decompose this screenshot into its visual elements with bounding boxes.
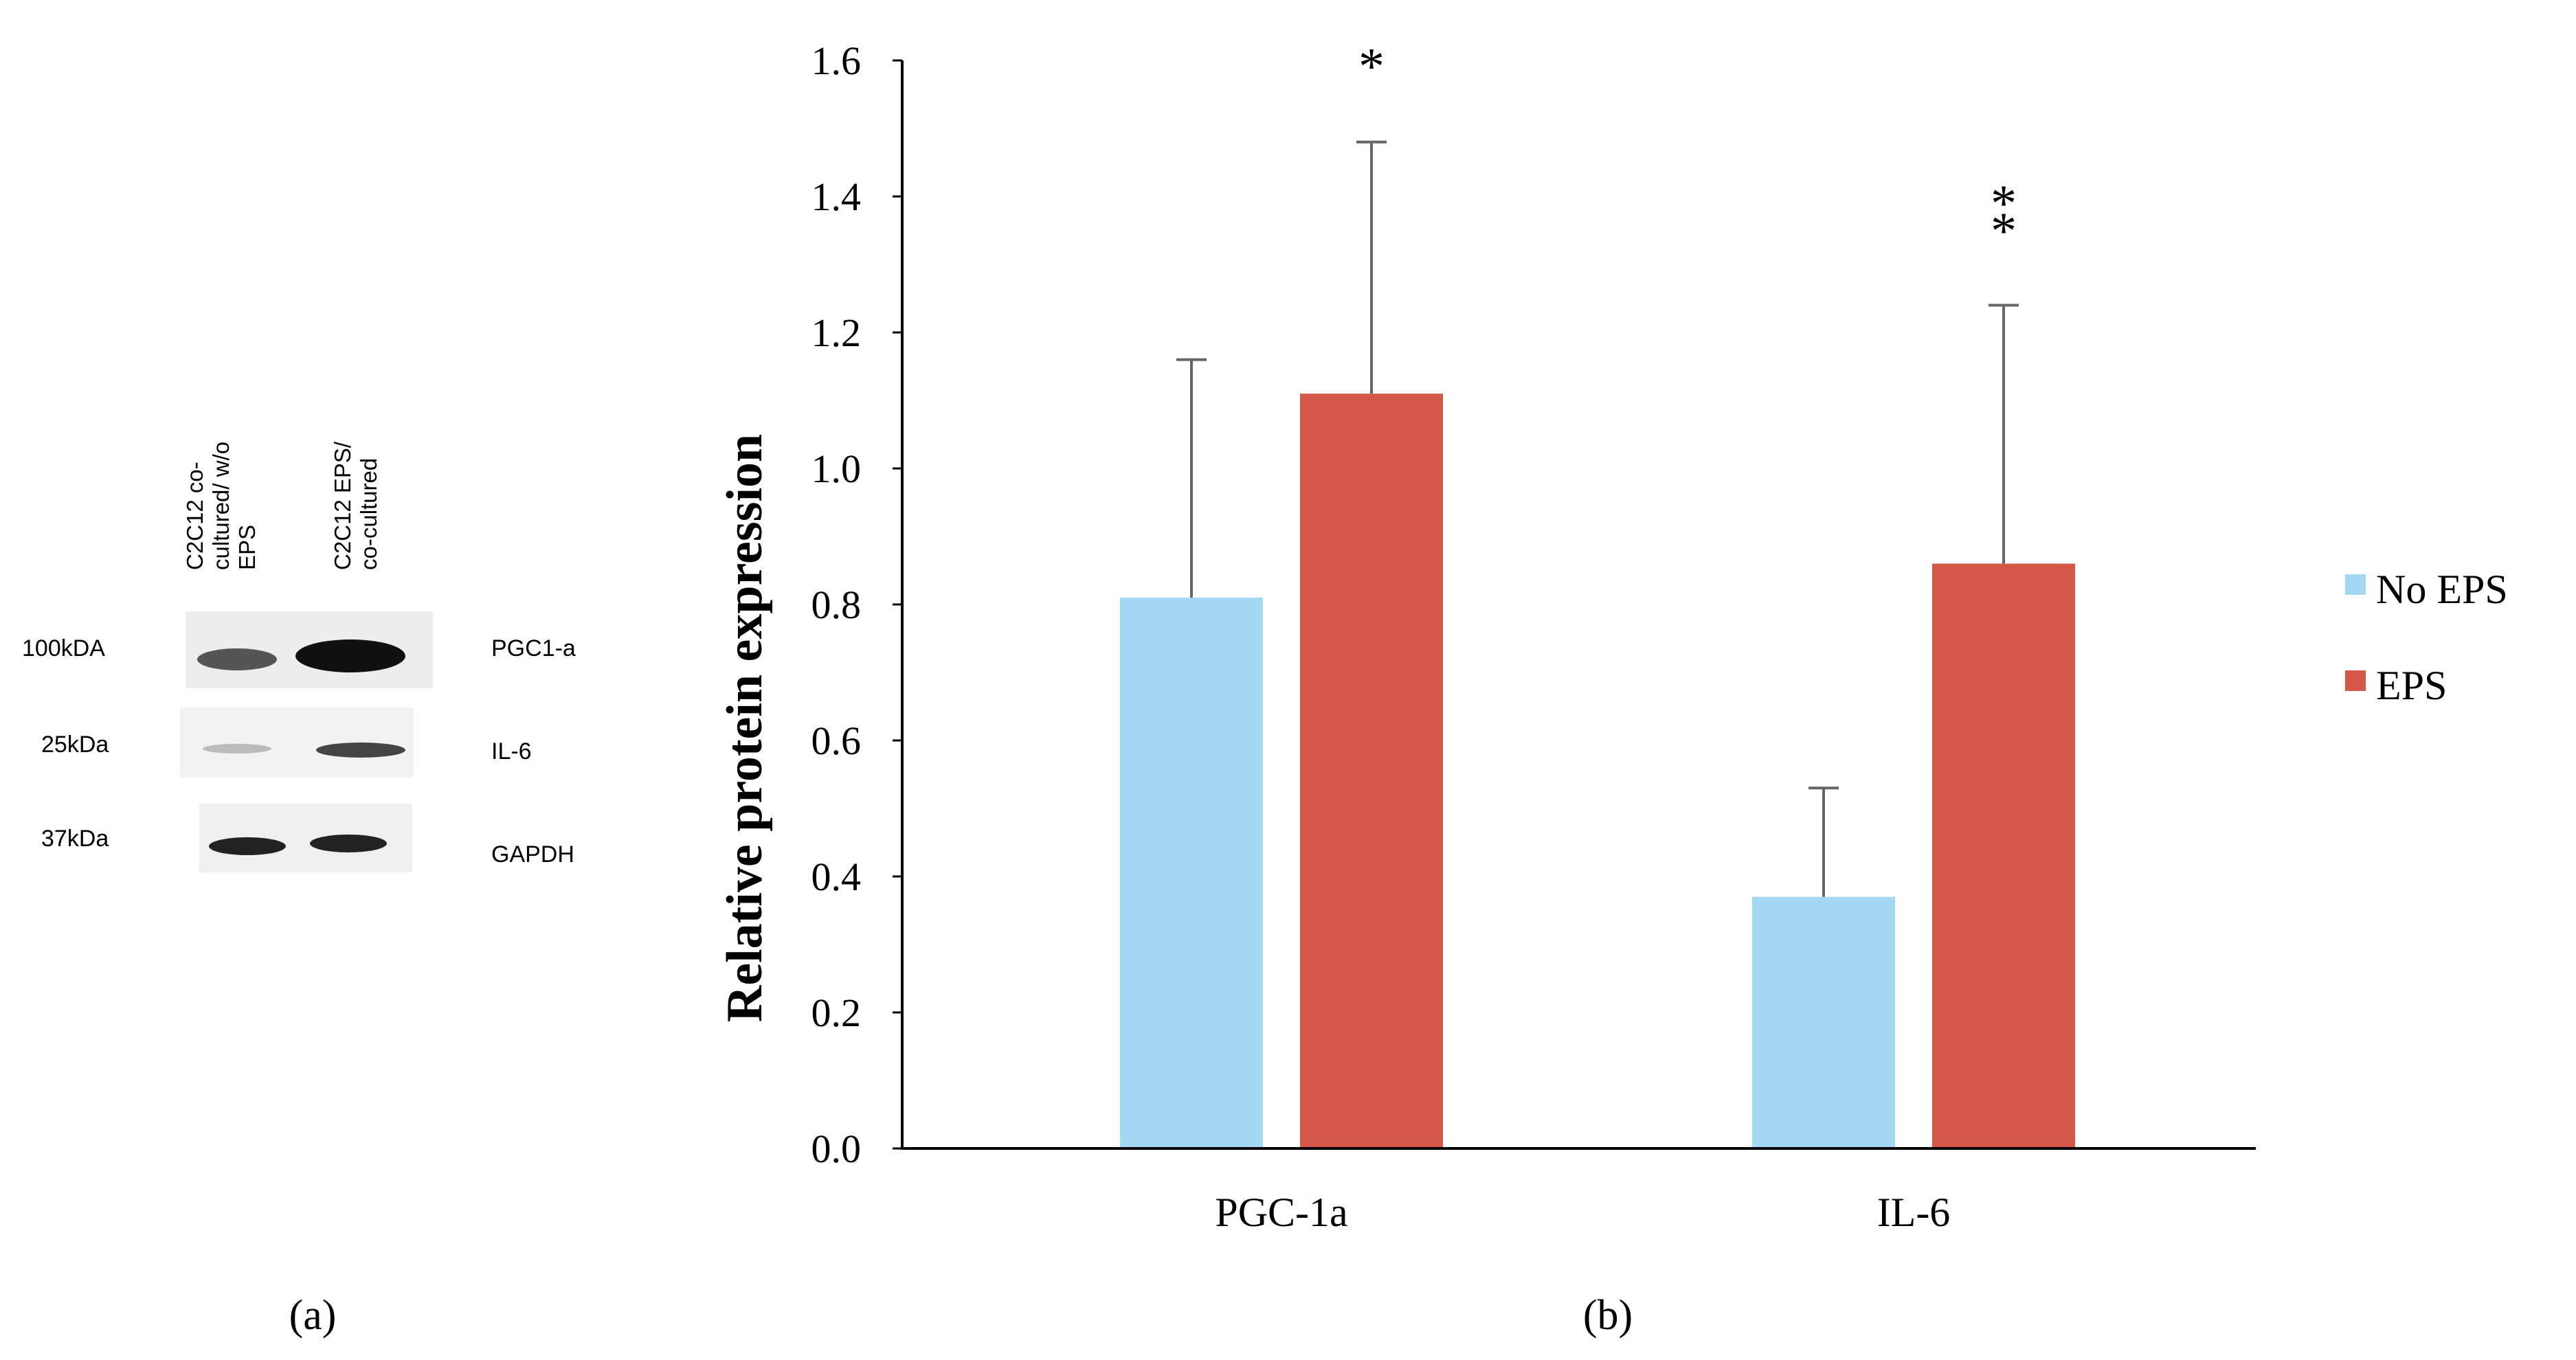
significance-star: * <box>1991 202 2017 260</box>
bar-chart: Relative protein expression 0.0 0.2 0.4 0.6… <box>717 38 2508 1339</box>
significance-markers: *** <box>1358 38 2017 260</box>
legend-swatch-eps <box>2345 670 2366 691</box>
y-tick-label: 0.2 <box>811 990 862 1035</box>
protein-label-il6: IL-6 <box>491 738 532 764</box>
bar-pgc1a-no-eps <box>1120 598 1263 1148</box>
lane-label-1: C2C12 co- cultured/ w/o EPS <box>182 435 260 570</box>
y-tick-label: 0.0 <box>811 1126 862 1171</box>
legend-label-no-eps: No EPS <box>2376 567 2508 612</box>
error-bars <box>1176 140 2019 897</box>
significance-star: * <box>1991 174 2017 232</box>
panel-b-label: (b) <box>1583 1292 1633 1339</box>
band-il6-lane2 <box>316 743 405 758</box>
y-tick-label: 0.8 <box>811 582 862 627</box>
x-axis-labels: PGC-1a IL-6 <box>1215 1190 1950 1235</box>
western-blot-panel: C2C12 co- cultured/ w/o EPS C2C12 EPS/ c… <box>22 435 576 1339</box>
kda-label-il6: 25kDa <box>41 732 109 758</box>
kda-label-gapdh: 37kDa <box>41 826 109 852</box>
y-tick-label: 1.0 <box>811 446 862 491</box>
blot-strip-il6 <box>180 707 414 778</box>
band-pgc1a-lane2 <box>295 639 405 672</box>
bar-pgc1a-eps <box>1300 394 1443 1148</box>
significance-marker: ** <box>1991 174 2017 260</box>
y-tick-label: 0.6 <box>811 718 862 763</box>
y-axis-ticks: 0.0 0.2 0.4 0.6 0.8 1.0 1.2 1.4 1.6 <box>811 38 902 1171</box>
protein-label-gapdh: GAPDH <box>491 841 574 868</box>
band-pgc1a-lane1 <box>197 648 277 670</box>
legend: No EPS EPS <box>2345 567 2508 708</box>
legend-swatch-no-eps <box>2345 574 2366 595</box>
blot-strip-gapdh <box>199 804 412 872</box>
kda-label-pgc1a: 100kDA <box>22 635 105 661</box>
y-tick-label: 1.6 <box>811 38 862 83</box>
protein-label-pgc1a: PGC1-a <box>491 635 576 661</box>
y-tick-label: 1.4 <box>811 174 862 219</box>
y-axis-title: Relative protein expression <box>717 434 773 1022</box>
bar-il6-no-eps <box>1752 896 1895 1148</box>
y-tick-label: 0.4 <box>811 854 862 899</box>
band-gapdh-lane1 <box>209 837 286 855</box>
x-category-label: IL-6 <box>1877 1190 1951 1235</box>
bars <box>1120 394 2075 1148</box>
legend-label-eps: EPS <box>2376 663 2447 708</box>
panel-a-label: (a) <box>289 1292 337 1339</box>
band-il6-lane1 <box>203 744 271 753</box>
significance-marker: * <box>1358 38 1385 95</box>
x-category-label: PGC-1a <box>1215 1190 1347 1235</box>
bar-il6-eps <box>1932 563 2075 1148</box>
lane-label-2: C2C12 EPS/ co-cultured <box>330 435 381 570</box>
y-tick-label: 1.2 <box>811 310 862 355</box>
band-gapdh-lane2 <box>310 835 387 852</box>
